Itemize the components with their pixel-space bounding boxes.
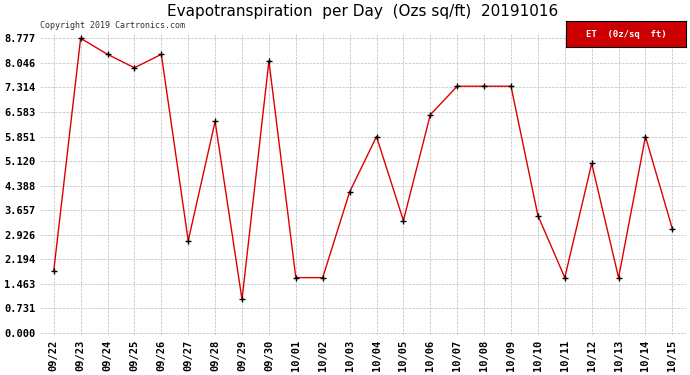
Text: Copyright 2019 Cartronics.com: Copyright 2019 Cartronics.com	[40, 21, 186, 30]
Title: Evapotranspiration  per Day  (Ozs sq/ft)  20191016: Evapotranspiration per Day (Ozs sq/ft) 2…	[168, 4, 559, 19]
